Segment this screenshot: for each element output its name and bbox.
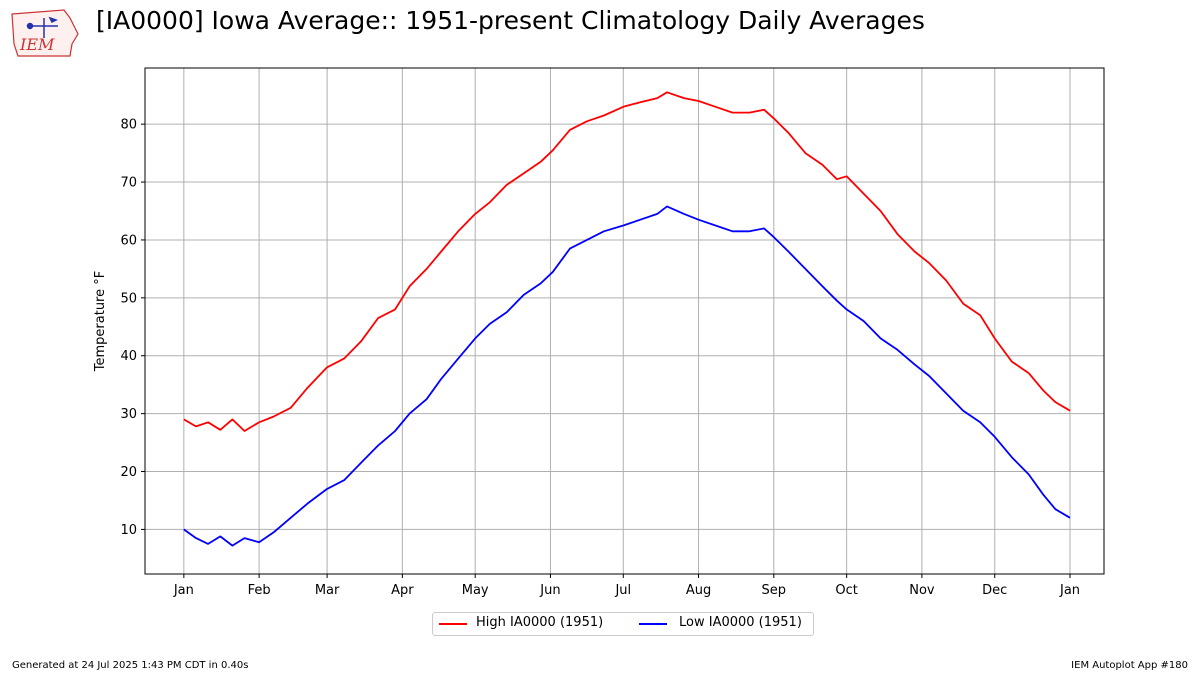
x-tick-label: Jan (1059, 583, 1080, 598)
high-temperature-line (183, 91, 1071, 432)
x-tick-label: Sep (762, 583, 787, 598)
x-tick-label: Apr (391, 583, 414, 598)
legend-low-swatch (639, 623, 667, 625)
app-label: IEM Autoplot App #180 (1071, 660, 1188, 671)
x-tick-label: Mar (315, 583, 340, 598)
y-tick-label: 60 (120, 233, 137, 248)
logo-text: IEM (19, 35, 55, 54)
y-tick-label: 10 (120, 523, 137, 538)
page-title: [IA0000] Iowa Average:: 1951-present Cli… (96, 6, 925, 35)
x-tick-label: May (462, 583, 489, 598)
weather-station-icon (26, 16, 58, 38)
axes-frame (144, 67, 1105, 575)
y-tick-label: 20 (120, 465, 137, 480)
series-layer (183, 91, 1071, 547)
y-tick-label: 40 (120, 349, 137, 364)
y-tick-label: 30 (120, 407, 137, 422)
x-tick-label: Oct (835, 583, 857, 598)
x-tick-label: Feb (248, 583, 271, 598)
x-tick-label: Dec (982, 583, 1007, 598)
x-tick-label: Nov (909, 583, 935, 598)
generated-timestamp: Generated at 24 Jul 2025 1:43 PM CDT in … (12, 660, 249, 671)
legend-high-swatch (439, 623, 467, 625)
y-tick-label: 50 (120, 291, 137, 306)
low-temperature-line (183, 205, 1071, 547)
grid (145, 68, 1104, 574)
x-tick-label: Aug (686, 583, 711, 598)
iowa-outline-shape (11, 9, 79, 57)
legend-high-label: High IA0000 (1951) (476, 615, 604, 630)
y-tick-label: 70 (120, 176, 137, 191)
y-axis-label: Temperature °F (93, 271, 108, 372)
ticks: Jan Feb Mar Apr May Jun Jul Aug Sep Oct Nov Dec Jan 1… (120, 118, 1080, 598)
legend: High IA0000 (1951) Low IA0000 (1951) (432, 612, 814, 636)
legend-low-label: Low IA0000 (1951) (679, 615, 802, 630)
x-tick-label: Jun (539, 583, 560, 598)
x-tick-label: Jul (614, 583, 631, 598)
y-tick-label: 80 (120, 118, 137, 133)
iem-logo: IEM (11, 9, 79, 57)
x-tick-label: Jan (173, 583, 194, 598)
